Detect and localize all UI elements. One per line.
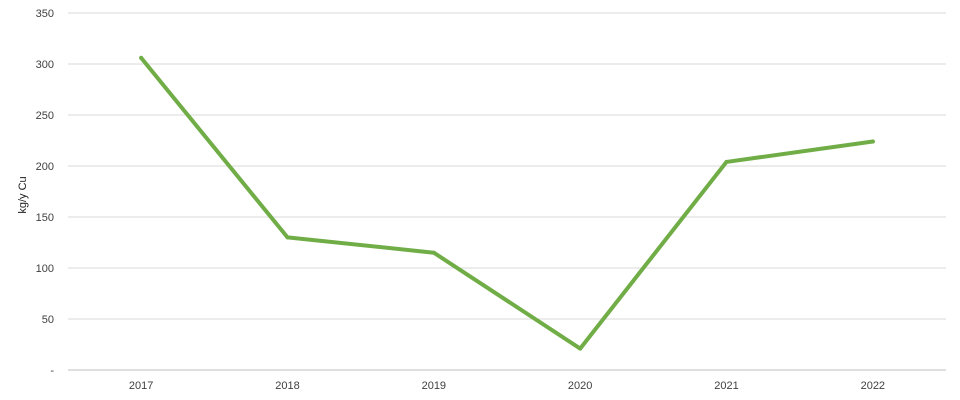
y-tick-label: 200	[36, 161, 54, 173]
data-point	[139, 55, 144, 60]
y-tick-label: -	[50, 365, 54, 377]
x-tick-label: 2018	[275, 380, 299, 392]
y-tick-label: 250	[36, 110, 54, 122]
x-tick-label: 2020	[568, 380, 592, 392]
x-axis-ticks: 2017 2018 2019 2020 2021 2022	[129, 380, 885, 392]
y-axis-label: kg/y Cu	[17, 176, 29, 213]
series-line	[139, 55, 875, 351]
y-tick-label: 350	[36, 8, 54, 20]
data-point	[578, 346, 583, 351]
grid-lines	[68, 12, 946, 371]
x-tick-label: 2019	[422, 380, 446, 392]
y-tick-label: 50	[42, 314, 54, 326]
y-tick-label: 300	[36, 59, 54, 71]
series-layer	[139, 55, 875, 351]
data-point	[724, 159, 729, 164]
data-point	[431, 250, 436, 255]
data-point	[285, 235, 290, 240]
x-tick-label: 2021	[714, 380, 738, 392]
x-tick-label: 2022	[861, 380, 885, 392]
data-point	[870, 139, 875, 144]
x-tick-label: 2017	[129, 380, 153, 392]
y-axis-ticks: - 50 100 150 200 250 300 350	[36, 8, 55, 377]
y-tick-label: 100	[36, 263, 54, 275]
y-tick-label: 150	[36, 212, 54, 224]
